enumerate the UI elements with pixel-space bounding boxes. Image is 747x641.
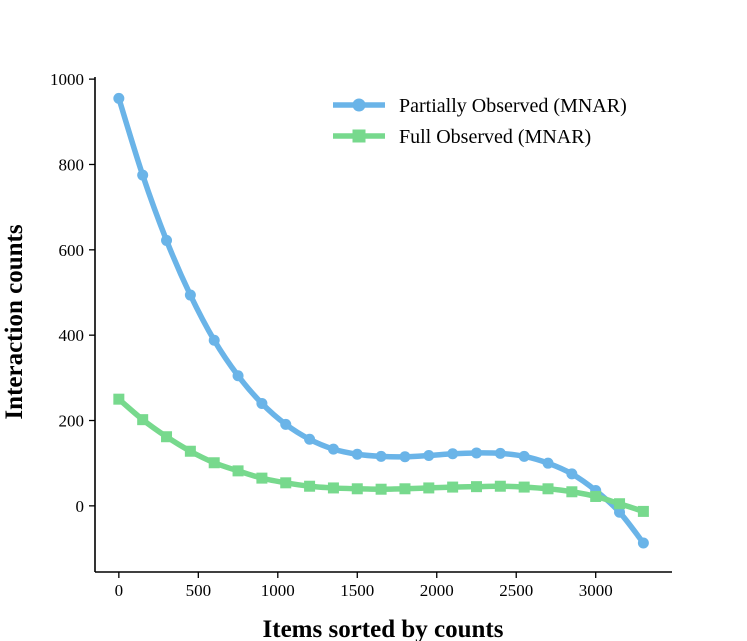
legend-label: Partially Observed (MNAR) — [399, 95, 627, 117]
data-point — [113, 92, 125, 104]
y-tick-label: 800 — [59, 155, 85, 174]
data-point — [327, 482, 339, 494]
data-point — [184, 289, 196, 301]
data-point — [542, 457, 554, 469]
data-point — [423, 482, 435, 494]
data-point — [184, 445, 196, 457]
data-point — [256, 397, 268, 409]
data-point — [256, 472, 268, 484]
series-full-observed — [113, 393, 649, 517]
data-point — [566, 468, 578, 480]
data-point — [327, 443, 339, 455]
x-tick-label: 1500 — [340, 581, 374, 600]
data-point — [447, 448, 459, 460]
data-point — [399, 483, 411, 495]
data-point — [542, 483, 554, 495]
x-tick-label: 2000 — [420, 581, 454, 600]
data-point — [351, 448, 363, 460]
legend-marker — [352, 98, 366, 112]
data-point — [304, 480, 316, 492]
series-partially-observed — [113, 92, 649, 549]
data-point — [470, 481, 482, 493]
y-axis-ticks: 0 200 400 600 800 1000 — [50, 70, 95, 516]
y-tick-label: 200 — [59, 412, 85, 431]
x-tick-label: 500 — [186, 581, 212, 600]
legend: Partially Observed (MNAR) Full Observed (… — [333, 95, 627, 148]
x-tick-label: 2500 — [499, 581, 533, 600]
data-point — [208, 334, 220, 346]
x-axis-title: Items sorted by counts — [263, 616, 504, 641]
legend-label: Full Observed (MNAR) — [399, 126, 591, 148]
data-point — [518, 450, 530, 462]
data-point — [614, 506, 626, 518]
data-point — [637, 537, 649, 549]
data-point — [614, 498, 626, 510]
data-point — [423, 450, 435, 462]
y-tick-label: 400 — [59, 326, 85, 345]
data-point — [566, 486, 578, 498]
data-point — [590, 490, 602, 502]
data-point — [375, 450, 387, 462]
data-point — [161, 234, 173, 246]
data-point — [208, 457, 220, 469]
data-point — [351, 483, 363, 495]
data-point — [494, 480, 506, 492]
x-tick-label: 3000 — [579, 581, 613, 600]
data-point — [304, 433, 316, 445]
series-layer — [113, 92, 649, 549]
data-point — [113, 393, 125, 405]
y-tick-label: 0 — [76, 497, 85, 516]
data-point — [375, 483, 387, 495]
data-point — [137, 414, 149, 426]
y-tick-label: 600 — [59, 241, 85, 260]
x-tick-label: 1000 — [261, 581, 295, 600]
y-axis-title: Interaction counts — [1, 224, 28, 419]
data-point — [137, 169, 149, 181]
data-point — [399, 451, 411, 463]
data-point — [232, 465, 244, 477]
data-point — [470, 447, 482, 459]
y-tick-label: 1000 — [50, 70, 84, 89]
data-point — [494, 447, 506, 459]
data-point — [280, 477, 292, 489]
data-point — [637, 505, 649, 517]
x-axis-ticks: 0 500 1000 1500 2000 2500 3000 — [115, 572, 613, 600]
data-point — [447, 481, 459, 493]
data-point — [518, 481, 530, 493]
legend-marker — [352, 129, 366, 143]
data-point — [280, 418, 292, 430]
data-point — [161, 431, 173, 443]
data-point — [232, 370, 244, 382]
series-line — [116, 95, 647, 546]
x-tick-label: 0 — [115, 581, 124, 600]
